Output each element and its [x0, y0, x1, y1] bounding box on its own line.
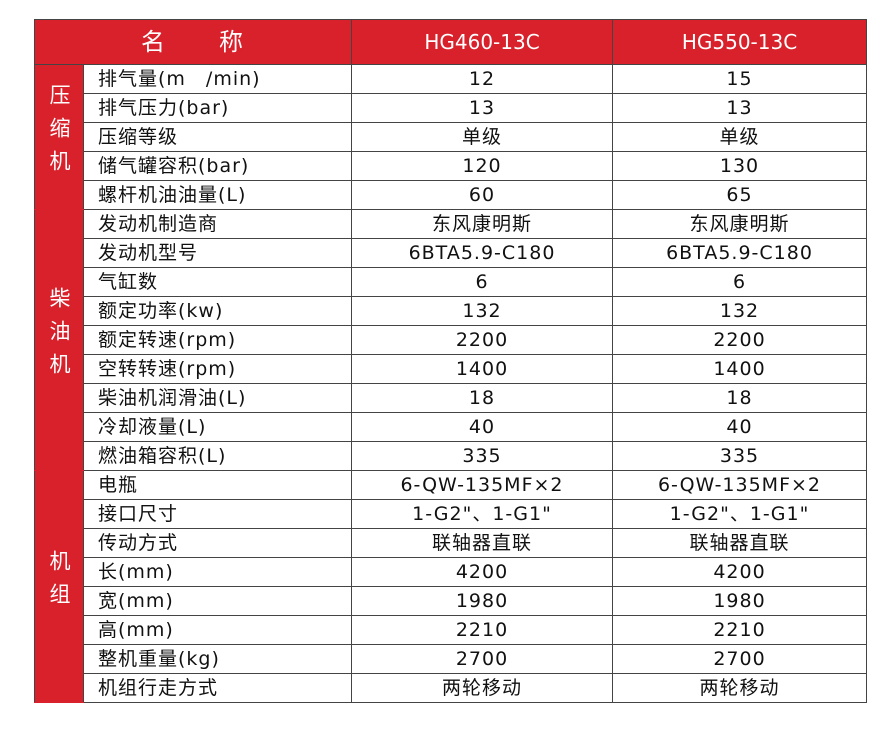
table-row: 压缩等级 单级 单级: [35, 122, 867, 152]
group-cell: 柴油机: [34, 209, 84, 471]
table-row: 空转转速(rpm) 1400 1400: [35, 354, 867, 384]
spec-value-model-2: 4200: [612, 557, 867, 587]
spec-name: 接口尺寸: [83, 499, 352, 529]
table-row: 额定转速(rpm) 2200 2200: [35, 325, 867, 355]
spec-name: 额定功率(kw): [83, 296, 352, 326]
spec-name: 机组行走方式: [83, 673, 352, 703]
spec-name: 气缸数: [83, 267, 352, 297]
table-row: 传动方式 联轴器直联 联轴器直联: [35, 528, 867, 558]
spec-value-model-2: 2700: [612, 644, 867, 674]
spec-value-model-1: 1980: [351, 586, 613, 616]
spec-value-model-1: 6BTA5.9-C180: [351, 238, 613, 268]
spec-value-model-1: 13: [351, 93, 613, 123]
table-row: 排气压力(bar) 13 13: [35, 93, 867, 123]
spec-name: 宽(mm): [83, 586, 352, 616]
spec-name: 储气罐容积(bar): [83, 151, 352, 181]
spec-value-model-2: 2200: [612, 325, 867, 355]
spec-value-model-1: 2210: [351, 615, 613, 645]
spec-value-model-2: 6BTA5.9-C180: [612, 238, 867, 268]
spec-value-model-2: 1-G2"、1-G1": [612, 499, 867, 529]
table-row: 储气罐容积(bar) 120 130: [35, 151, 867, 181]
table-row: 螺杆机油油量(L) 60 65: [35, 180, 867, 210]
table-row: 压缩机 排气量(m /min) 12 15: [34, 64, 867, 210]
table-row: 机组 电瓶 6-QW-135MF×2 6-QW-135MF×2: [34, 470, 867, 703]
spec-table: 名 称 HG460-13C HG550-13C 压缩机 排气量(m /min) 12…: [34, 19, 867, 703]
spec-value-model-2: 15: [612, 64, 867, 94]
table-row: 柴油机润滑油(L) 18 18: [35, 383, 867, 413]
spec-name: 电瓶: [83, 470, 352, 500]
spec-name: 空转转速(rpm): [83, 354, 352, 384]
spec-value-model-2: 130: [612, 151, 867, 181]
spec-value-model-2: 1400: [612, 354, 867, 384]
spec-name: 压缩等级: [83, 122, 352, 152]
table-row: 接口尺寸 1-G2"、1-G1" 1-G2"、1-G1": [35, 499, 867, 529]
table-row: 高(mm) 2210 2210: [35, 615, 867, 645]
spec-value-model-1: 6: [351, 267, 613, 297]
table-row: 燃油箱容积(L) 335 335: [35, 441, 867, 471]
spec-value-model-1: 东风康明斯: [351, 209, 613, 239]
table-row: 柴油机 发动机制造商 东风康明斯 东风康明斯: [34, 209, 867, 471]
group-label: 柴油机: [47, 286, 71, 386]
table-row: 气缸数 6 6: [35, 267, 867, 297]
spec-name: 冷却液量(L): [83, 412, 352, 442]
spec-name: 排气压力(bar): [83, 93, 352, 123]
header-name: 名 称: [34, 19, 352, 65]
spec-value-model-1: 1-G2"、1-G1": [351, 499, 613, 529]
spec-name: 螺杆机油油量(L): [83, 180, 352, 210]
spec-value-model-1: 120: [351, 151, 613, 181]
spec-value-model-2: 联轴器直联: [612, 528, 867, 558]
spec-value-model-2: 335: [612, 441, 867, 471]
table-row: 宽(mm) 1980 1980: [35, 586, 867, 616]
spec-value-model-2: 6-QW-135MF×2: [612, 470, 867, 500]
table-row: 长(mm) 4200 4200: [35, 557, 867, 587]
spec-value-model-1: 联轴器直联: [351, 528, 613, 558]
spec-value-model-1: 12: [351, 64, 613, 94]
header-row: 名 称 HG460-13C HG550-13C: [34, 19, 867, 65]
spec-value-model-1: 335: [351, 441, 613, 471]
spec-value-model-1: 40: [351, 412, 613, 442]
spec-value-model-1: 132: [351, 296, 613, 326]
group-label: 压缩机: [47, 83, 71, 183]
spec-value-model-2: 2210: [612, 615, 867, 645]
header-model-2: HG550-13C: [612, 19, 867, 65]
spec-name: 额定转速(rpm): [83, 325, 352, 355]
group-cell: 压缩机: [34, 64, 84, 210]
spec-value-model-2: 东风康明斯: [612, 209, 867, 239]
spec-value-model-2: 1980: [612, 586, 867, 616]
spec-name: 柴油机润滑油(L): [83, 383, 352, 413]
spec-name: 传动方式: [83, 528, 352, 558]
spec-name: 排气量(m /min): [83, 64, 352, 94]
spec-value-model-2: 单级: [612, 122, 867, 152]
spec-value-model-2: 65: [612, 180, 867, 210]
header-model-1: HG460-13C: [351, 19, 613, 65]
spec-name: 燃油箱容积(L): [83, 441, 352, 471]
spec-value-model-1: 2200: [351, 325, 613, 355]
spec-value-model-1: 1400: [351, 354, 613, 384]
spec-value-model-1: 60: [351, 180, 613, 210]
table-row: 机组行走方式 两轮移动 两轮移动: [35, 673, 867, 703]
spec-value-model-1: 6-QW-135MF×2: [351, 470, 613, 500]
table-row: 额定功率(kw) 132 132: [35, 296, 867, 326]
table-row: 冷却液量(L) 40 40: [35, 412, 867, 442]
group-label: 机组: [47, 549, 71, 616]
table-row: 整机重量(kg) 2700 2700: [35, 644, 867, 674]
spec-value-model-1: 两轮移动: [351, 673, 613, 703]
spec-value-model-2: 6: [612, 267, 867, 297]
spec-value-model-2: 18: [612, 383, 867, 413]
spec-value-model-1: 4200: [351, 557, 613, 587]
spec-value-model-2: 132: [612, 296, 867, 326]
table-row: 发动机型号 6BTA5.9-C180 6BTA5.9-C180: [35, 238, 867, 268]
spec-value-model-1: 18: [351, 383, 613, 413]
spec-value-model-1: 2700: [351, 644, 613, 674]
spec-value-model-2: 两轮移动: [612, 673, 867, 703]
spec-name: 发动机制造商: [83, 209, 352, 239]
spec-value-model-1: 单级: [351, 122, 613, 152]
spec-name: 高(mm): [83, 615, 352, 645]
spec-name: 整机重量(kg): [83, 644, 352, 674]
spec-name: 发动机型号: [83, 238, 352, 268]
spec-value-model-2: 40: [612, 412, 867, 442]
spec-value-model-2: 13: [612, 93, 867, 123]
spec-name: 长(mm): [83, 557, 352, 587]
group-cell: 机组: [34, 470, 84, 703]
